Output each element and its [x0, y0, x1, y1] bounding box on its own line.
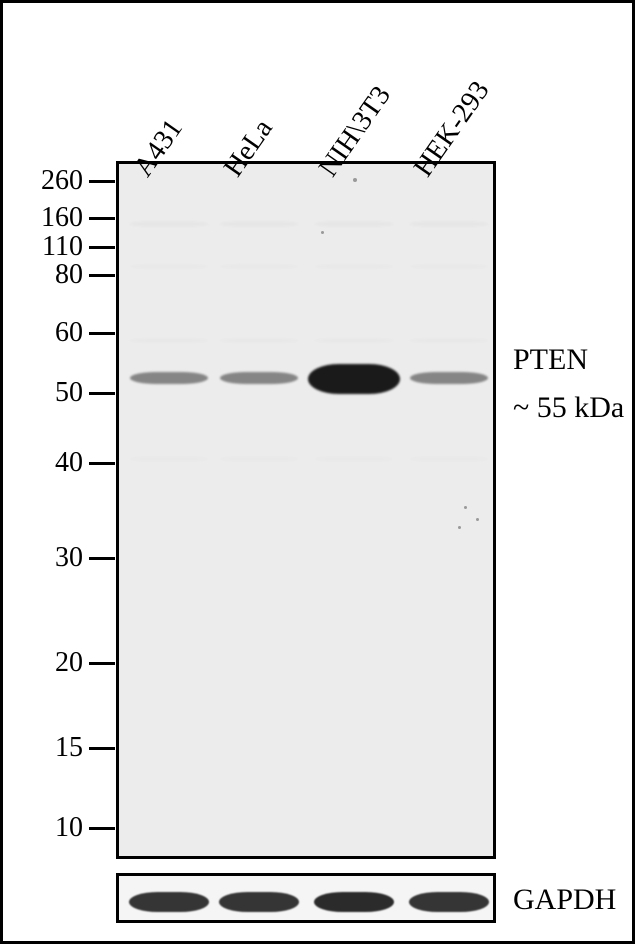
faint-band-3-lane-1 [219, 456, 299, 462]
faint-band-1-lane-1 [219, 264, 299, 269]
noise-dot-2 [464, 506, 467, 509]
mw-label-160: 160 [3, 202, 83, 234]
faint-band-3-lane-3 [409, 456, 489, 462]
mw-tick-40 [89, 462, 115, 465]
loading-band-lane-1 [219, 892, 299, 912]
mw-label-15: 15 [3, 732, 83, 764]
loading-control-label: GAPDH [513, 883, 616, 917]
faint-band-2-lane-0 [129, 338, 209, 343]
faint-band-0-lane-3 [409, 221, 489, 227]
mw-label-260: 260 [3, 165, 83, 197]
mw-tick-260 [89, 180, 115, 183]
figure-border: A431HeLaNIH\3T3HEK-293 26016011080605040… [0, 0, 635, 944]
mw-tick-15 [89, 747, 115, 750]
faint-band-1-lane-2 [314, 264, 394, 269]
mw-label-60: 60 [3, 317, 83, 349]
main-blot [116, 161, 496, 859]
faint-band-0-lane-0 [129, 221, 209, 227]
faint-band-3-lane-0 [129, 456, 209, 462]
mw-tick-60 [89, 332, 115, 335]
loading-band-lane-2 [314, 892, 394, 912]
faint-band-0-lane-2 [314, 221, 394, 227]
noise-dot-1 [321, 231, 324, 234]
target-band-lane-3 [410, 372, 488, 384]
faint-band-2-lane-3 [409, 338, 489, 343]
faint-band-1-lane-0 [129, 264, 209, 269]
faint-band-2-lane-1 [219, 338, 299, 343]
noise-dot-4 [458, 526, 461, 529]
mw-tick-30 [89, 557, 115, 560]
mw-tick-20 [89, 662, 115, 665]
mw-tick-50 [89, 392, 115, 395]
mw-label-50: 50 [3, 377, 83, 409]
mw-tick-10 [89, 827, 115, 830]
faint-band-0-lane-1 [219, 221, 299, 227]
target-band-lane-0 [130, 372, 208, 384]
mw-label-40: 40 [3, 447, 83, 479]
faint-band-1-lane-3 [409, 264, 489, 269]
loading-band-lane-0 [129, 892, 209, 912]
faint-band-3-lane-2 [314, 456, 394, 462]
mw-label-10: 10 [3, 812, 83, 844]
target-band-lane-2 [308, 364, 400, 394]
target-protein-label: PTEN [513, 343, 588, 377]
noise-dot-3 [476, 518, 479, 521]
mw-label-30: 30 [3, 542, 83, 574]
loading-band-lane-3 [409, 892, 489, 912]
mw-tick-160 [89, 217, 115, 220]
faint-band-2-lane-2 [314, 338, 394, 343]
mw-label-80: 80 [3, 259, 83, 291]
mw-label-20: 20 [3, 647, 83, 679]
target-size-label: ~ 55 kDa [513, 391, 624, 425]
noise-dot-0 [353, 178, 357, 182]
loading-control-blot [116, 873, 496, 923]
target-band-lane-1 [220, 372, 298, 384]
mw-tick-80 [89, 274, 115, 277]
mw-tick-110 [89, 246, 115, 249]
